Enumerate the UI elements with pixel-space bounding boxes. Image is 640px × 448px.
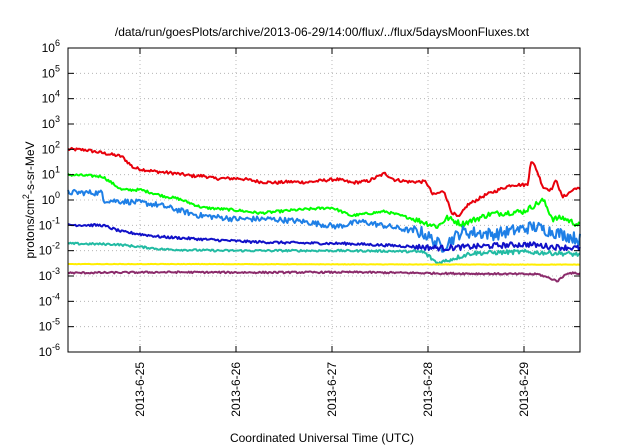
y-tick-label: 10-4: [39, 291, 60, 308]
series-line: [67, 262, 581, 266]
x-tick-label: 2013-6-27: [325, 362, 339, 417]
series-line: [67, 188, 581, 253]
y-tick-label: 10-6: [39, 342, 60, 359]
y-tick-label: 102: [42, 139, 60, 156]
series-line: [67, 241, 581, 266]
chart-title: /data/run/goesPlots/archive/2013-06-29/1…: [115, 25, 530, 39]
y-tick-label: 100: [42, 190, 60, 207]
series-line: [67, 173, 581, 229]
y-tick-label: 10-1: [39, 215, 60, 232]
x-tick-label: 2013-6-26: [229, 362, 243, 417]
x-axis-label: Coordinated Universal Time (UTC): [230, 431, 414, 445]
x-tick-label: 2013-6-29: [517, 362, 531, 417]
x-axis-ticks: 2013-6-25 2013-6-26 2013-6-27 2013-6-28 2013…: [133, 48, 531, 417]
y-tick-label: 101: [42, 165, 60, 182]
series-group: [67, 146, 581, 283]
grid-lines: [68, 48, 580, 352]
series-line: [67, 146, 581, 217]
y-axis-label: protons/cm2-s-sr-MeV: [21, 141, 37, 258]
y-tick-label: 105: [42, 63, 60, 80]
series-line: [67, 222, 581, 252]
y-tick-label: 10-2: [39, 241, 60, 258]
series-line: [67, 270, 581, 283]
y-tick-label: 104: [42, 89, 60, 106]
x-tick-label: 2013-6-25: [133, 362, 147, 417]
y-tick-label: 106: [42, 38, 60, 55]
y-tick-label: 10-3: [39, 266, 60, 283]
x-tick-label: 2013-6-28: [421, 362, 435, 417]
y-axis-ticks: 10-6 10-5 10-4 10-3 10-2 10-1 100 101 102 103 104 1…: [39, 38, 580, 359]
y-tick-label: 10-5: [39, 317, 60, 334]
y-tick-label: 103: [42, 114, 60, 131]
